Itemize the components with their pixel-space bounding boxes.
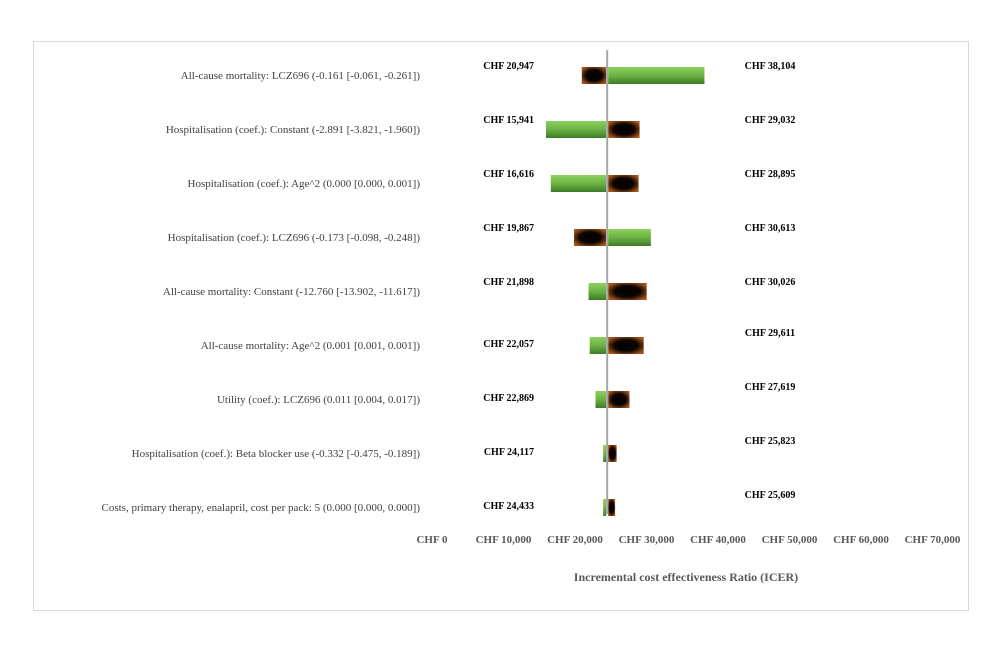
bar-high (608, 391, 630, 408)
bar-low (545, 121, 607, 138)
low-value-label: CHF 21,898 (483, 277, 534, 288)
bar-high (608, 337, 644, 354)
category-label: Utility (coef.): LCZ696 (0.011 [0.004, 0… (217, 394, 420, 406)
x-tick-label: CHF 50,000 (762, 534, 818, 546)
category-label: Hospitalisation (coef.): Beta blocker us… (132, 448, 421, 460)
bar-low (581, 67, 607, 84)
category-label: All-cause mortality: Age^2 (0.001 [0.001… (201, 340, 421, 352)
x-tick-label: CHF 60,000 (833, 534, 889, 546)
labels-layer: All-cause mortality: LCZ696 (-0.161 [-0.… (101, 61, 795, 514)
bar-high (608, 121, 640, 138)
low-value-label: CHF 22,057 (483, 339, 534, 350)
high-value-label: CHF 27,619 (745, 382, 796, 393)
low-value-label: CHF 22,869 (483, 393, 534, 404)
bar-low (589, 337, 607, 354)
low-value-label: CHF 20,947 (483, 61, 534, 72)
x-tick-label: CHF 10,000 (476, 534, 532, 546)
low-value-label: CHF 24,117 (484, 447, 534, 458)
category-label: Hospitalisation (coef.): Age^2 (0.000 [0… (188, 178, 421, 190)
chart-frame (33, 41, 969, 611)
high-value-label: CHF 38,104 (745, 61, 796, 72)
high-value-label: CHF 25,609 (745, 490, 796, 501)
low-value-label: CHF 16,616 (483, 169, 534, 180)
bar-high (608, 499, 616, 516)
bar-high (608, 175, 639, 192)
bar-low (603, 445, 607, 462)
category-label: All-cause mortality: LCZ696 (-0.161 [-0.… (181, 70, 421, 82)
category-label: Hospitalisation (coef.): Constant (-2.89… (166, 124, 421, 136)
category-label: All-cause mortality: Constant (-12.760 [… (163, 286, 420, 298)
category-label: Costs, primary therapy, enalapril, cost … (101, 502, 420, 514)
bars-layer (545, 67, 705, 516)
bar-high (608, 67, 705, 84)
bar-high (608, 229, 651, 246)
high-value-label: CHF 30,613 (745, 223, 796, 234)
x-tick-label: CHF 40,000 (690, 534, 746, 546)
x-tick-label: CHF 0 (416, 534, 448, 546)
bar-low (550, 175, 607, 192)
high-value-label: CHF 28,895 (745, 169, 796, 180)
x-axis-title: Incremental cost effectiveness Ratio (IC… (574, 570, 798, 584)
high-value-label: CHF 25,823 (745, 436, 796, 447)
low-value-label: CHF 24,433 (483, 501, 534, 512)
bar-high (608, 283, 647, 300)
bar-low (588, 283, 607, 300)
bar-low (574, 229, 607, 246)
category-label: Hospitalisation (coef.): LCZ696 (-0.173 … (168, 232, 421, 244)
bar-low (603, 499, 607, 516)
x-tick-label: CHF 70,000 (905, 534, 961, 546)
high-value-label: CHF 29,611 (745, 328, 795, 339)
low-value-label: CHF 19,867 (483, 223, 534, 234)
x-tick-label: CHF 30,000 (619, 534, 675, 546)
low-value-label: CHF 15,941 (483, 115, 534, 126)
bar-low (595, 391, 607, 408)
x-tick-label: CHF 20,000 (547, 534, 603, 546)
bar-high (608, 445, 617, 462)
high-value-label: CHF 29,032 (745, 115, 796, 126)
x-axis-ticks: CHF 0 CHF 10,000 CHF 20,000 CHF 30,000 CHF 4… (416, 534, 960, 546)
high-value-label: CHF 30,026 (745, 277, 796, 288)
